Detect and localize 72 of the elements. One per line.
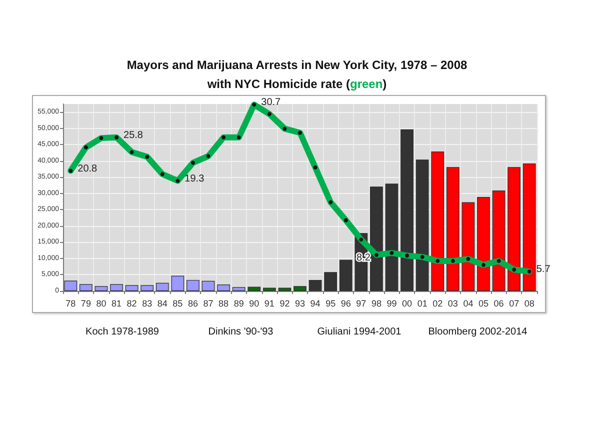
bar (94, 286, 108, 291)
x-tick-label: 02 (432, 298, 443, 308)
x-tick-label: 04 (463, 298, 474, 308)
bar (110, 284, 123, 291)
bar (477, 197, 490, 291)
bar (80, 284, 92, 291)
bar (171, 276, 184, 291)
x-tick-label: 85 (172, 298, 183, 308)
x-tick-label: 05 (478, 298, 488, 308)
x-tick-label: 03 (448, 298, 458, 308)
x-tick-label: 93 (294, 298, 306, 308)
x-tick-label: 06 (494, 298, 504, 308)
chart-title: Mayors and Marijuana Arrests in New York City, 1978 – 2008 (126, 58, 468, 72)
x-tick-label: 78 (66, 298, 76, 308)
x-tick-label: 81 (112, 298, 122, 308)
x-tick-label: 88 (218, 298, 229, 308)
bar (522, 164, 536, 291)
x-tick-label: 90 (249, 298, 260, 308)
x-tick-label: 00 (402, 298, 412, 308)
data-label: 5.7 (536, 264, 551, 276)
bar (278, 288, 292, 291)
bar (431, 151, 444, 291)
x-tick-label: 92 (280, 298, 290, 308)
x-tick-label: 07 (509, 298, 520, 308)
bar (400, 129, 414, 291)
x-tick-label: 96 (340, 298, 351, 308)
x-tick-label: 79 (80, 298, 91, 308)
x-tick-label: 87 (203, 298, 214, 308)
x-tick-label: 80 (96, 298, 106, 308)
bar (416, 160, 429, 291)
bar (446, 167, 460, 291)
bar (308, 280, 322, 291)
x-tick-label: 84 (157, 298, 168, 308)
x-tick-label: 91 (264, 298, 274, 308)
text: Koch 1978-1989 (86, 326, 160, 338)
x-tick-label: 86 (188, 298, 198, 308)
bar (370, 186, 383, 291)
x-tick-label: 89 (234, 298, 244, 308)
text: Giuliani 1994-2001 (317, 326, 402, 338)
data-label: 20.8 (78, 163, 98, 174)
data-label: 25.8 (124, 130, 144, 141)
x-tick-label: 95 (326, 298, 336, 308)
data-label: 30.7 (261, 97, 282, 108)
bar (140, 285, 154, 291)
x-tick-label: 83 (142, 298, 152, 308)
data-label: 19.3 (184, 173, 205, 184)
bar (508, 167, 520, 291)
bar (324, 272, 338, 291)
bar (262, 288, 276, 291)
bar (202, 280, 215, 291)
bar (385, 184, 398, 291)
bar (294, 286, 306, 291)
x-tick-label: 94 (310, 298, 320, 308)
x-tick-label: 97 (356, 298, 366, 308)
bar (232, 287, 246, 291)
bar (186, 280, 200, 291)
bar (217, 284, 230, 291)
bar (248, 286, 261, 291)
x-tick-label: 99 (386, 298, 397, 308)
bar (156, 282, 169, 291)
bar (64, 280, 78, 291)
text: Bloomberg 2002-2014 (428, 326, 528, 338)
bar (339, 260, 352, 291)
x-tick-label: 98 (371, 298, 382, 308)
bar (492, 190, 506, 291)
x-tick-label: 01 (417, 298, 428, 308)
bar (125, 285, 138, 291)
text: Dinkins '90-'93 (208, 326, 274, 338)
x-tick-label: 82 (126, 298, 137, 308)
chart-subtitle: with NYC Homicide rate (green) (206, 77, 387, 91)
bar (462, 202, 475, 291)
x-tick-label: 08 (524, 298, 534, 308)
